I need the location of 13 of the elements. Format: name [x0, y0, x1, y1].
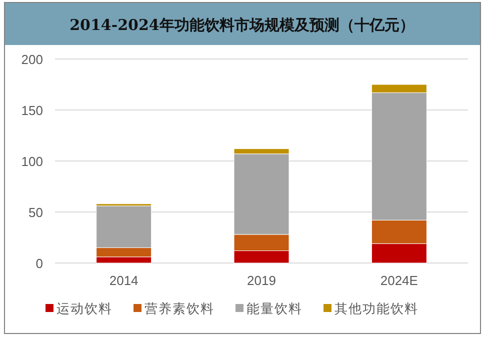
legend-label: 营养素饮料	[144, 301, 214, 317]
legend-label: 能量饮料	[246, 302, 302, 317]
y-tick-label: 150	[21, 103, 43, 118]
y-tick-label: 100	[21, 154, 43, 169]
y-tick-label: 0	[36, 256, 43, 271]
x-tick-label: 2024E	[380, 273, 418, 288]
x-tick-label: 2019	[247, 273, 276, 288]
legend-label: 运动饮料	[56, 302, 112, 317]
legend-label: 其他功能饮料	[334, 302, 418, 317]
x-tick-label: 2014	[109, 273, 138, 288]
y-tick-label: 200	[21, 52, 43, 67]
chart-title: 2014-2024年功能饮料市场规模及预测（十亿元）	[70, 16, 414, 34]
y-tick-label: 50	[28, 205, 43, 220]
